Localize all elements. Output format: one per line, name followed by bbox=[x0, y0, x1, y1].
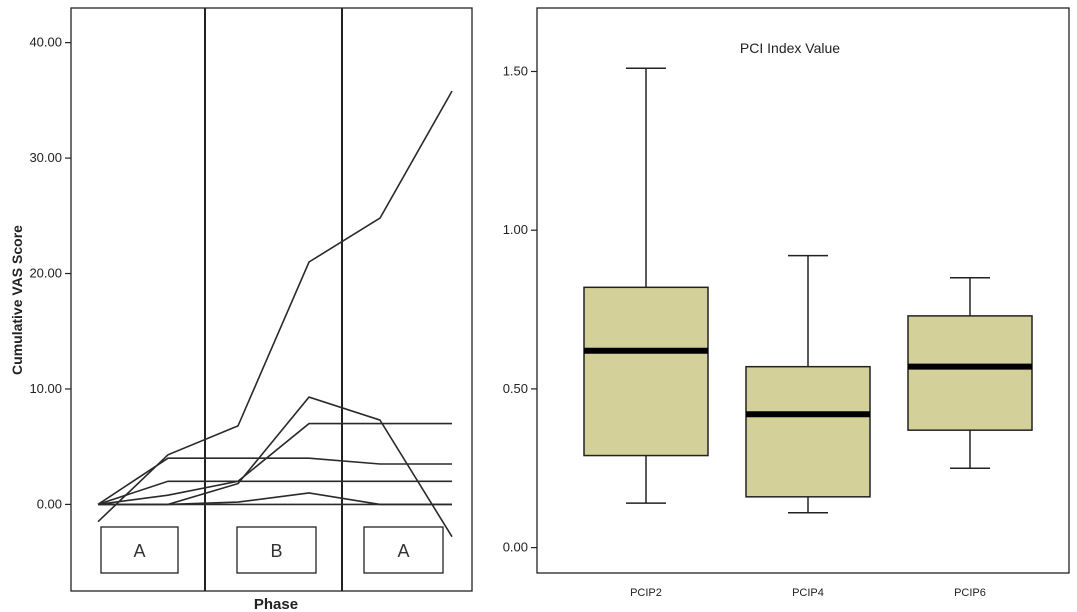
left-line-chart: 0.00 10.00 20.00 30.00 40.00 A B A Cumulative … bbox=[9, 7, 473, 612]
left-y-tick-label: 40.00 bbox=[29, 35, 62, 50]
left-y-tick-label: 30.00 bbox=[29, 150, 62, 165]
right-box-plot: PCI Index Value 0.000.501.001.50 PCIP2 PC… bbox=[503, 7, 1070, 599]
phase-label: A bbox=[397, 541, 409, 561]
phase-label: B bbox=[270, 541, 282, 561]
phase-label-box bbox=[236, 526, 317, 574]
iqr-box bbox=[583, 286, 709, 457]
right-y-ticks: 0.00 0.50 1.00 1.50 bbox=[503, 63, 537, 555]
box-pcip4 bbox=[745, 254, 871, 514]
phase-dividers bbox=[204, 8, 343, 591]
series-line bbox=[97, 90, 453, 523]
right-x-tick-labels: PCIP2 PCIP4 PCIP6 bbox=[630, 587, 986, 599]
box-pcip2 bbox=[583, 67, 709, 504]
iqr-box bbox=[907, 315, 1033, 431]
box-pcip6 bbox=[907, 277, 1033, 470]
right-boxes bbox=[583, 67, 1033, 514]
phase-label-box bbox=[363, 526, 444, 574]
series-line bbox=[97, 422, 452, 506]
right-x-tick-label: PCIP6 bbox=[954, 587, 986, 599]
left-y-axis-label: Cumulative VAS Score bbox=[9, 225, 25, 375]
left-series-lines bbox=[97, 90, 453, 538]
right-y-tick-label: 1.50 bbox=[503, 63, 528, 78]
left-y-tick-label: 20.00 bbox=[29, 266, 62, 281]
right-chart-title: PCI Index Value bbox=[740, 40, 840, 56]
phase-label: A bbox=[133, 541, 145, 561]
iqr-box bbox=[745, 365, 871, 498]
series-line bbox=[98, 396, 453, 538]
phase-label-box bbox=[100, 526, 179, 574]
right-plot-frame bbox=[536, 7, 1070, 574]
left-x-axis-label: Phase bbox=[254, 596, 298, 612]
left-y-ticks: 0.00 10.00 20.00 30.00 40.00 bbox=[29, 35, 71, 511]
series-line bbox=[97, 457, 452, 506]
series-line bbox=[97, 480, 452, 506]
right-y-tick-label: 1.00 bbox=[503, 222, 528, 237]
right-x-tick-label: PCIP4 bbox=[792, 587, 824, 599]
left-y-tick-label: 0.00 bbox=[37, 496, 62, 511]
series-line bbox=[98, 492, 452, 506]
right-x-tick-label: PCIP2 bbox=[630, 587, 662, 599]
right-y-tick-label: 0.00 bbox=[503, 540, 528, 555]
right-y-tick-label: 0.50 bbox=[503, 381, 528, 396]
left-y-tick-label: 10.00 bbox=[29, 381, 62, 396]
left-plot-frame bbox=[70, 7, 473, 592]
